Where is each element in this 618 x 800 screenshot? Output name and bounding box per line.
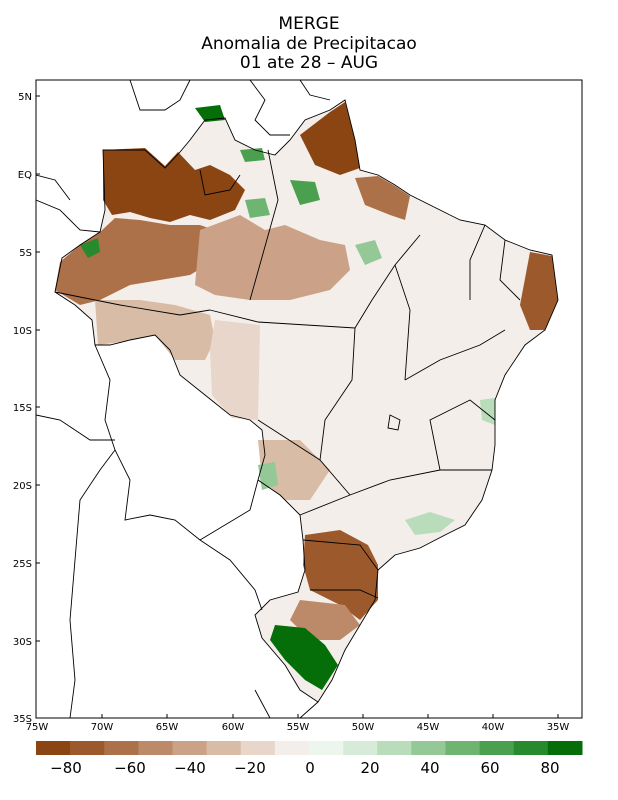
lon-label: 50W xyxy=(352,722,375,733)
political-borders xyxy=(36,80,559,718)
map-title: MERGE xyxy=(278,14,340,34)
lon-label: 40W xyxy=(482,722,505,733)
colorbar-swatch xyxy=(138,741,174,755)
wet-anomaly-rio-grande-do-sul xyxy=(270,625,338,690)
longitude-axis: 75W 70W 65W 60W 55W 50W 45W 40W 35W xyxy=(26,714,570,733)
map-frame xyxy=(35,79,583,719)
wet-anomaly-bahia xyxy=(480,398,495,425)
colorbar-swatch xyxy=(240,741,276,755)
colorbar-swatch xyxy=(70,741,105,755)
colorbar-swatch xyxy=(36,741,71,755)
lon-label: 55W xyxy=(287,722,310,733)
dry-anomaly-amazon-central xyxy=(195,215,350,300)
colorbar-labels: −80 −60 −40 −20 0 20 40 60 80 xyxy=(50,759,559,777)
wet-anomaly-para-north xyxy=(290,180,320,205)
dry-anomaly-amazon-north xyxy=(103,148,245,222)
dry-anomaly-northeast-coast xyxy=(520,252,558,330)
colorbar-tick-label: −60 xyxy=(114,759,146,777)
colorbar-swatch xyxy=(309,741,344,755)
dry-anomaly-pantanal xyxy=(210,320,260,420)
lon-label: 35W xyxy=(547,722,570,733)
lat-label: 15S xyxy=(13,403,32,414)
colorbar-tick-label: 60 xyxy=(480,759,499,777)
colorbar-swatch xyxy=(274,741,310,755)
wet-anomaly-mato-grosso-sul xyxy=(258,462,278,490)
lon-label: 70W xyxy=(91,722,114,733)
lat-label: 20S xyxy=(13,481,32,492)
colorbar-tick-label: 80 xyxy=(540,759,559,777)
colorbar-swatch xyxy=(513,741,549,755)
map-area xyxy=(36,80,559,718)
lat-label: 10S xyxy=(13,326,32,337)
dry-anomaly-rs-north xyxy=(290,600,360,640)
wet-anomaly-amazon-west xyxy=(80,238,100,258)
latitude-axis: 5N EQ 5S 10S 15S 20S 25S 30S 35S xyxy=(13,92,40,725)
colorbar-swatch xyxy=(172,741,208,755)
lat-label: 5N xyxy=(18,92,32,103)
colorbar-tick-label: −80 xyxy=(50,759,82,777)
lon-label: 45W xyxy=(417,722,440,733)
colorbar-swatch xyxy=(104,741,139,755)
colorbar-tick-label: −40 xyxy=(174,759,206,777)
colorbar-tick-label: 40 xyxy=(420,759,439,777)
colorbar-tick-label: 0 xyxy=(305,759,315,777)
wet-anomaly-maranhao xyxy=(355,240,382,265)
dry-anomaly-amapa xyxy=(300,102,360,175)
lat-label: 5S xyxy=(19,248,32,259)
wet-anomaly-para-central xyxy=(245,198,270,218)
lat-label: 25S xyxy=(13,559,32,570)
wet-anomaly-sp-coast xyxy=(405,512,455,535)
colorbar-swatch xyxy=(206,741,242,755)
dry-anomaly-paraná xyxy=(303,530,378,620)
lat-label: 30S xyxy=(13,637,32,648)
lon-label: 60W xyxy=(222,722,245,733)
lat-label: EQ xyxy=(18,170,32,181)
colorbar xyxy=(36,741,583,755)
colorbar-swatch xyxy=(377,741,412,755)
dry-anomaly-south-mato-grosso xyxy=(95,300,215,360)
lat-label: 35S xyxy=(13,714,32,725)
map-period: 01 ate 28 – AUG xyxy=(239,53,379,73)
map-subtitle: Anomalia de Precipitacao xyxy=(201,34,417,54)
lon-label: 65W xyxy=(156,722,179,733)
colorbar-swatch xyxy=(547,741,583,755)
colorbar-swatch xyxy=(343,741,378,755)
wet-anomaly-amapa-small xyxy=(240,148,265,162)
colorbar-swatch xyxy=(445,741,481,755)
dry-anomaly-para-east xyxy=(355,176,410,220)
lon-label: 75W xyxy=(26,722,49,733)
wet-anomaly-roraima xyxy=(195,105,225,122)
colorbar-tick-label: −20 xyxy=(234,759,266,777)
colorbar-swatch xyxy=(479,741,515,755)
colorbar-swatch xyxy=(411,741,447,755)
colorbar-tick-label: 20 xyxy=(360,759,379,777)
